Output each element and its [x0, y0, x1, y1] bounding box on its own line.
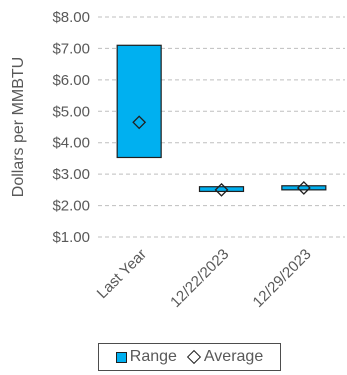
range-bar: [116, 44, 162, 159]
range-bar: [281, 185, 327, 191]
y-tick-label: $8.00: [52, 9, 90, 26]
y-tick-label: $7.00: [52, 40, 90, 57]
y-tick-label: $5.00: [52, 103, 90, 120]
y-tick-label: $4.00: [52, 135, 90, 152]
legend-label-range: Range: [129, 348, 177, 365]
y-tick-label: $2.00: [52, 198, 90, 215]
average-markers: [132, 115, 311, 197]
average-marker: [214, 182, 229, 197]
legend: Range Average: [98, 343, 281, 371]
diamond-marker-icon: [186, 349, 201, 365]
range-bar: [198, 186, 245, 193]
range-chart: $1.00 $2.00 $3.00 $4.00 $5.00 $6.00 $7.00 $8.00…: [10, 9, 345, 311]
average-marker: [296, 181, 311, 195]
y-axis-title: Dollars per MMBTU: [10, 57, 27, 197]
y-tick-labels: $1.00 $2.00 $3.00 $4.00 $5.00 $6.00 $7.00 $8.00: [52, 9, 90, 246]
legend-label-average: Average: [203, 348, 264, 365]
y-tick-label: $6.00: [52, 72, 90, 89]
range-swatch-icon: [115, 351, 127, 363]
gridlines: [98, 16, 345, 238]
y-tick-label: $3.00: [52, 166, 90, 183]
legend-item-range: Range: [115, 348, 177, 366]
x-tick-label: 12/29/2023: [250, 246, 315, 311]
legend-item-average: Average: [186, 348, 264, 366]
x-tick-label: Last Year: [94, 246, 150, 302]
x-tick-label: 12/22/2023: [167, 246, 232, 311]
range-bars: [116, 44, 327, 193]
average-marker: [132, 115, 147, 130]
y-tick-label: $1.00: [52, 229, 90, 246]
x-tick-labels: Last Year 12/22/2023 12/29/2023: [94, 246, 315, 311]
